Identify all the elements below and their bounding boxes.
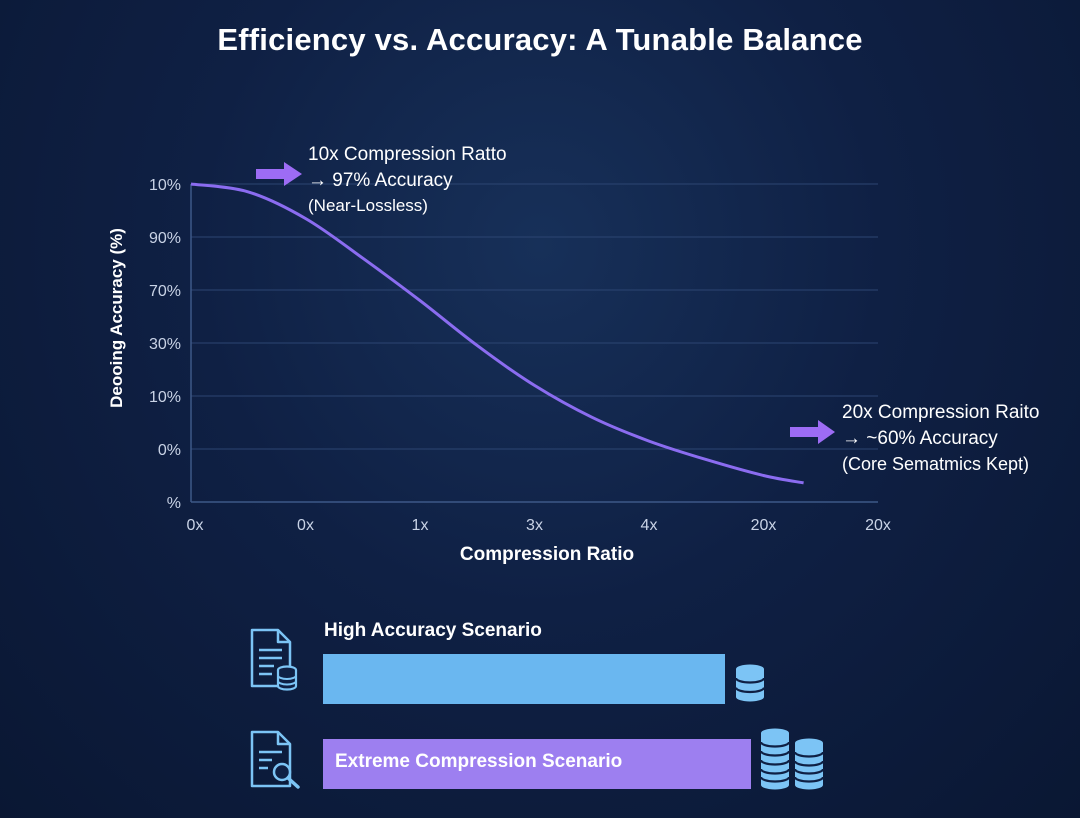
annotation-bottom-line-3: (Core Sematmics Kept)	[842, 454, 1029, 474]
y-tick-label: 10%	[149, 389, 181, 406]
database-stack-icon	[759, 728, 825, 790]
y-axis-label: Deooing Accuracy (%)	[107, 228, 126, 408]
x-tick-label: 20x	[751, 517, 777, 534]
annotation-bottom-line-2: → ~60% Accuracy	[842, 428, 998, 449]
y-tick-label: %	[167, 495, 181, 512]
x-tick-label: 20x	[865, 517, 891, 534]
x-tick-label: 0x	[297, 517, 314, 534]
x-tick-label: 4x	[641, 517, 658, 534]
chart-title: Efficiency vs. Accuracy: A Tunable Balan…	[217, 22, 863, 57]
x-tick-label: 0x	[187, 517, 204, 534]
annotation-top-line-2: → 97% Accuracy	[308, 170, 453, 191]
database-stack-icon	[734, 664, 766, 702]
scenario-extreme-compression-label: Extreme Compression Scenario	[335, 751, 623, 772]
x-tick-labels: 0x 0x 1x 3x 4x 20x 20x	[187, 517, 891, 534]
y-tick-label: 70%	[149, 283, 181, 300]
scenario-high-accuracy-label: High Accuracy Scenario	[324, 620, 542, 641]
y-tick-labels: 10% 90% 70% 30% 10% 0%%	[149, 177, 181, 512]
y-tick-label: 90%	[149, 230, 181, 247]
y-tick-label: 30%	[149, 336, 181, 353]
x-tick-label: 1x	[412, 517, 429, 534]
annotation-top-line-3: (Near-Lossless)	[308, 196, 428, 215]
series-line	[190, 182, 804, 485]
scenario-extreme-compression-bar: Extreme Compression Scenario	[323, 739, 751, 789]
annotation-bottom: 20x Compression Raito → ~60% Accuracy (C…	[842, 402, 1039, 474]
chart-plot: 10% 90% 70% 30% 10% 0%% 0x 0x 1x 3x 4x 20x 20x Deoo…	[107, 144, 1039, 565]
axes	[190, 184, 878, 503]
annotation-arrow-top	[256, 162, 302, 186]
annotation-top: 10x Compression Ratto → 97% Accuracy (Ne…	[308, 144, 507, 215]
y-tick-label: 10%	[149, 177, 181, 194]
annotation-top-line-1: 10x Compression Ratto	[308, 144, 507, 165]
scenario-high-accuracy-bar	[323, 654, 725, 704]
grid-lines	[191, 183, 878, 450]
document-database-icon	[250, 628, 298, 691]
document-search-icon	[250, 730, 300, 789]
annotation-bottom-line-1: 20x Compression Raito	[842, 402, 1039, 423]
x-tick-label: 3x	[526, 517, 543, 534]
x-axis-label: Compression Ratio	[460, 544, 634, 565]
y-tick-label: 0%	[158, 442, 181, 459]
annotation-arrow-bottom	[790, 420, 835, 444]
